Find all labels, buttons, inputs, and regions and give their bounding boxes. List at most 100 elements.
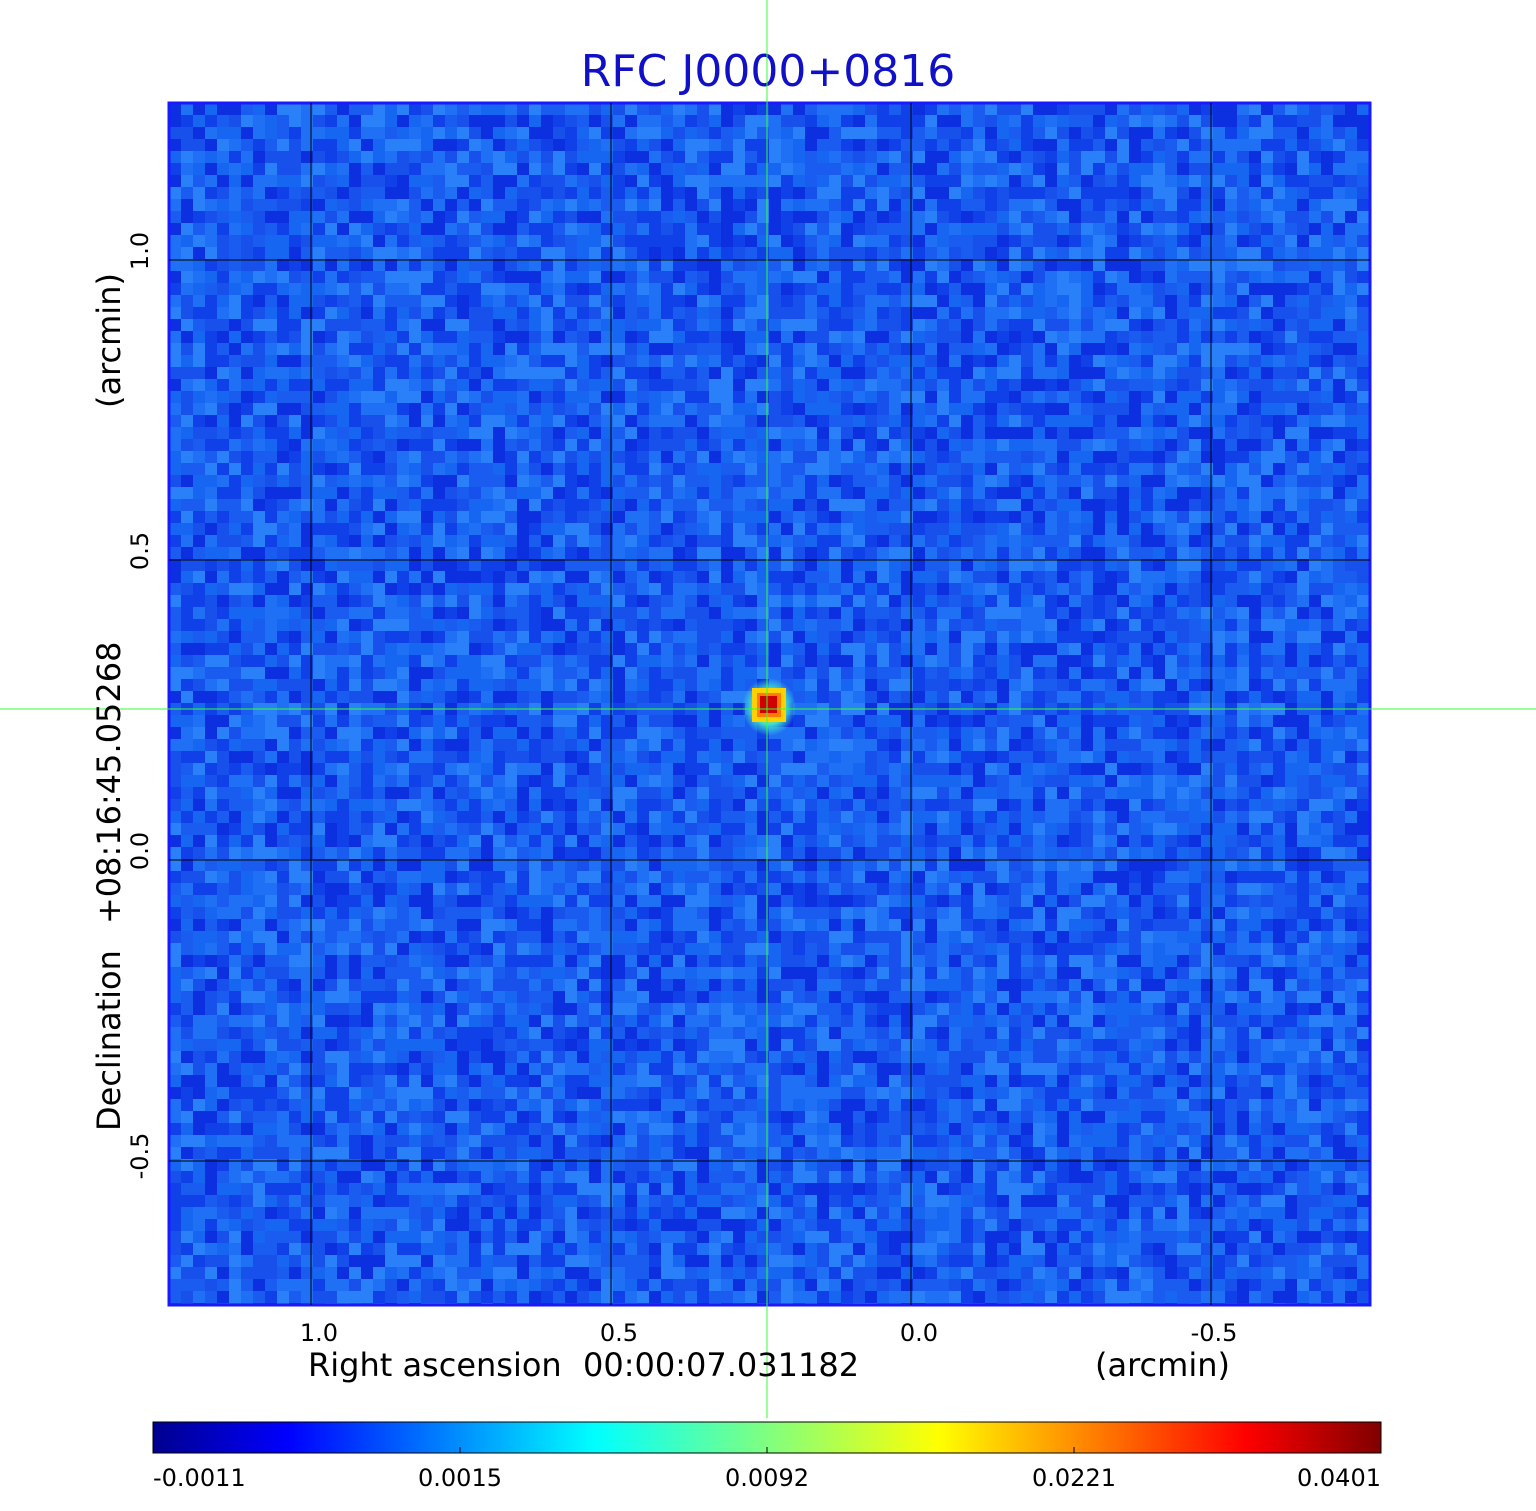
noise-pixel (361, 427, 373, 439)
noise-pixel (709, 211, 721, 223)
noise-pixel (685, 619, 697, 631)
noise-pixel (937, 103, 949, 115)
noise-pixel (1261, 499, 1273, 511)
noise-pixel (613, 691, 625, 703)
noise-pixel (985, 667, 997, 679)
noise-pixel (565, 583, 577, 595)
noise-pixel (733, 235, 745, 247)
noise-pixel (253, 235, 265, 247)
noise-pixel (1333, 427, 1345, 439)
noise-pixel (325, 463, 337, 475)
noise-pixel (229, 163, 241, 175)
noise-pixel (685, 499, 697, 511)
noise-pixel (193, 619, 205, 631)
noise-pixel (553, 547, 565, 559)
noise-pixel (1033, 283, 1045, 295)
noise-pixel (613, 295, 625, 307)
noise-pixel (469, 655, 481, 667)
noise-pixel (553, 691, 565, 703)
noise-pixel (1285, 319, 1297, 331)
noise-pixel (181, 403, 193, 415)
noise-pixel (793, 115, 805, 127)
noise-pixel (421, 403, 433, 415)
noise-pixel (229, 451, 241, 463)
noise-pixel (685, 403, 697, 415)
noise-pixel (1261, 103, 1273, 115)
noise-pixel (361, 631, 373, 643)
noise-pixel (1045, 655, 1057, 667)
noise-pixel (985, 655, 997, 667)
noise-pixel (973, 607, 985, 619)
noise-pixel (397, 643, 409, 655)
noise-pixel (1285, 427, 1297, 439)
noise-pixel (433, 271, 445, 283)
noise-pixel (973, 163, 985, 175)
noise-pixel (1129, 451, 1141, 463)
noise-pixel (985, 547, 997, 559)
noise-pixel (733, 643, 745, 655)
noise-pixel (1081, 475, 1093, 487)
noise-pixel (985, 307, 997, 319)
noise-pixel (241, 499, 253, 511)
noise-pixel (397, 403, 409, 415)
noise-pixel (853, 451, 865, 463)
noise-pixel (541, 679, 553, 691)
noise-pixel (1021, 487, 1033, 499)
noise-pixel (1321, 559, 1333, 571)
noise-pixel (1021, 523, 1033, 535)
noise-pixel (385, 643, 397, 655)
noise-pixel (1021, 595, 1033, 607)
noise-pixel (673, 235, 685, 247)
noise-pixel (901, 355, 913, 367)
noise-pixel (841, 127, 853, 139)
noise-pixel (661, 523, 673, 535)
noise-pixel (733, 295, 745, 307)
noise-pixel (181, 367, 193, 379)
noise-pixel (685, 319, 697, 331)
noise-pixel (601, 367, 613, 379)
noise-pixel (925, 631, 937, 643)
noise-pixel (805, 175, 817, 187)
noise-pixel (409, 343, 421, 355)
noise-pixel (1141, 139, 1153, 151)
noise-pixel (625, 619, 637, 631)
noise-pixel (565, 571, 577, 583)
noise-pixel (1285, 679, 1297, 691)
noise-pixel (529, 127, 541, 139)
noise-pixel (421, 547, 433, 559)
noise-pixel (1057, 547, 1069, 559)
noise-pixel (937, 427, 949, 439)
noise-pixel (721, 619, 733, 631)
noise-pixel (385, 391, 397, 403)
noise-pixel (505, 535, 517, 547)
noise-pixel (1201, 619, 1213, 631)
noise-pixel (1261, 271, 1273, 283)
noise-pixel (325, 103, 337, 115)
noise-pixel (937, 247, 949, 259)
noise-pixel (865, 415, 877, 427)
noise-pixel (1117, 607, 1129, 619)
noise-pixel (625, 211, 637, 223)
noise-pixel (1213, 559, 1225, 571)
noise-pixel (385, 559, 397, 571)
noise-pixel (529, 643, 541, 655)
noise-pixel (1225, 283, 1237, 295)
noise-pixel (205, 163, 217, 175)
noise-pixel (445, 271, 457, 283)
noise-pixel (661, 451, 673, 463)
noise-pixel (541, 631, 553, 643)
noise-pixel (877, 235, 889, 247)
noise-pixel (577, 103, 589, 115)
noise-pixel (877, 103, 889, 115)
noise-pixel (877, 367, 889, 379)
noise-pixel (553, 619, 565, 631)
noise-pixel (457, 583, 469, 595)
noise-pixel (1357, 319, 1369, 331)
noise-pixel (1057, 415, 1069, 427)
noise-pixel (445, 295, 457, 307)
noise-pixel (493, 415, 505, 427)
noise-pixel (925, 247, 937, 259)
noise-pixel (829, 571, 841, 583)
noise-pixel (1021, 127, 1033, 139)
noise-pixel (757, 583, 769, 595)
